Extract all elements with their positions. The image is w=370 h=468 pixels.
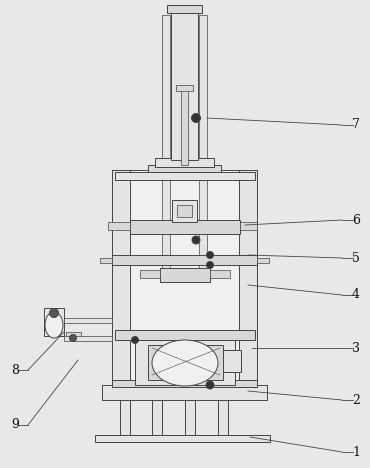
Bar [162,15,170,280]
Bar [171,8,198,160]
Bar [172,200,197,222]
Text: 3: 3 [352,342,360,354]
Bar [152,400,162,435]
Circle shape [70,335,77,342]
Bar [66,332,81,340]
Bar [102,385,267,400]
Bar [239,170,257,380]
Text: 7: 7 [352,118,360,132]
Bar [181,90,188,165]
Bar [257,258,269,263]
Text: 2: 2 [352,394,360,407]
Bar [148,165,221,173]
Bar [240,222,257,230]
Bar [210,270,230,278]
Bar [176,85,193,91]
Bar [177,205,192,217]
Bar [155,158,214,167]
Bar [44,308,64,336]
Bar [130,220,240,234]
Bar [140,270,160,278]
Bar [112,170,257,380]
Bar [108,222,130,230]
Text: 8: 8 [11,364,19,376]
Bar [223,350,241,372]
Circle shape [50,308,58,317]
Circle shape [131,336,138,344]
Text: 6: 6 [352,213,360,227]
Text: 9: 9 [11,418,19,431]
Text: 4: 4 [352,288,360,301]
Circle shape [206,251,213,258]
Circle shape [192,114,201,123]
Bar [135,340,235,385]
Bar [64,318,112,323]
Bar [64,336,112,341]
Bar [167,5,202,13]
Circle shape [206,381,214,389]
Bar [148,345,223,380]
Bar [112,255,257,265]
Circle shape [192,236,200,244]
Bar [185,400,195,435]
Circle shape [206,262,213,269]
Bar [218,400,228,435]
Bar [100,258,112,263]
Text: 5: 5 [352,251,360,264]
Text: 1: 1 [352,446,360,459]
Bar [95,435,270,442]
Bar [120,400,130,435]
Bar [160,268,210,282]
Ellipse shape [152,340,218,386]
Bar [112,170,130,380]
Bar [115,330,255,340]
Bar [112,377,257,387]
Ellipse shape [45,312,63,338]
Bar [115,172,255,180]
Bar [199,15,207,280]
